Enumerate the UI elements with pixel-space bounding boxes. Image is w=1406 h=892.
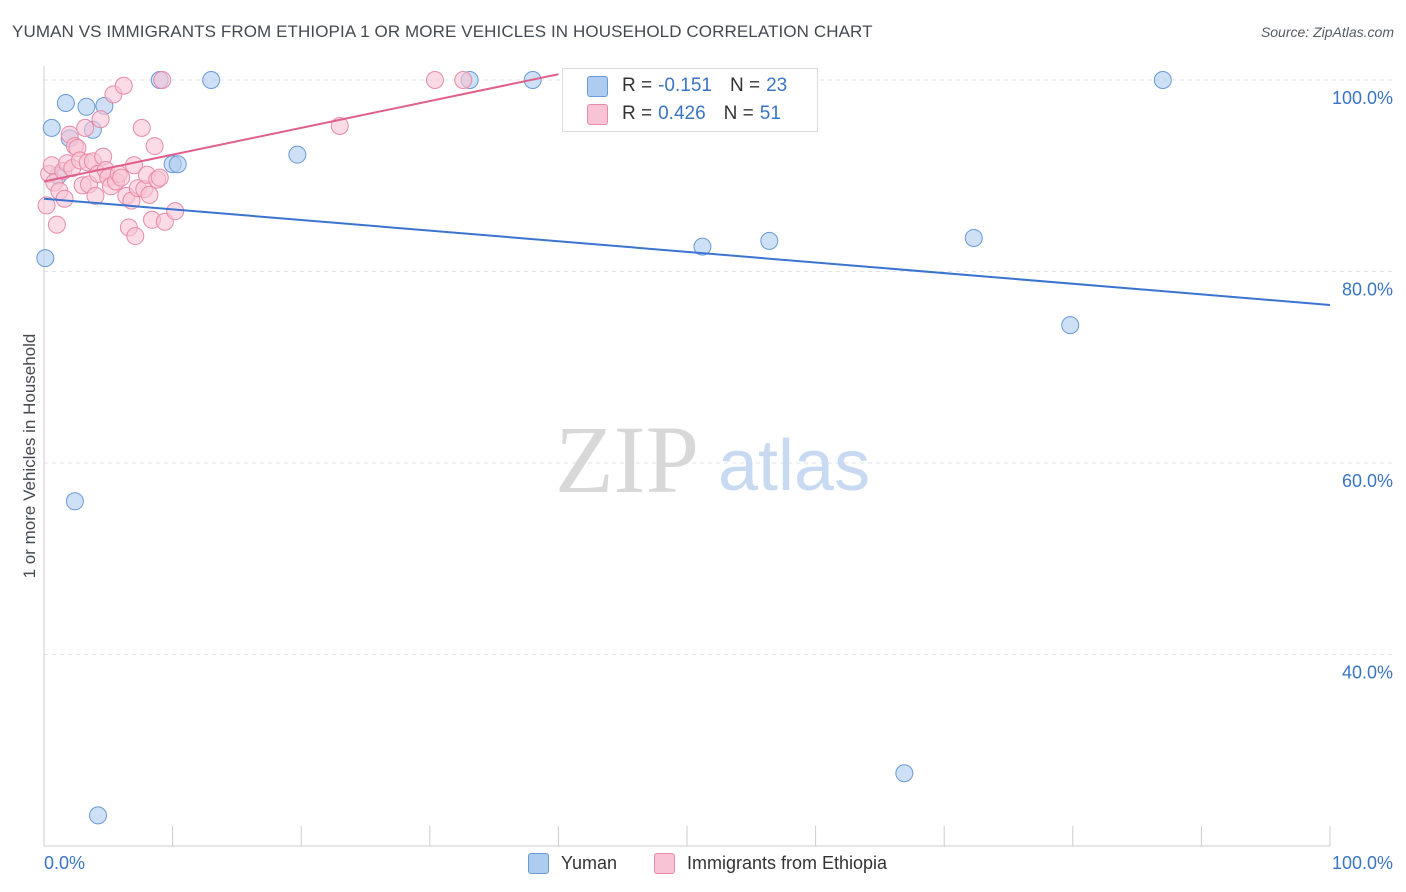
legend-row-ethiopia: R = 0.426 N = 51 <box>587 102 781 126</box>
legend-n-value: 23 <box>766 75 788 96</box>
point-ethiopia-45[interactable] <box>153 71 172 89</box>
data-points <box>36 71 1172 825</box>
legend-n-label: N = <box>729 75 761 96</box>
legend-r-value: 0.426 <box>658 103 706 124</box>
y-tick-label-1: 80.0% <box>1342 280 1393 300</box>
point-yuman-11[interactable] <box>168 155 187 174</box>
point-ethiopia-30[interactable] <box>114 76 133 95</box>
source-label: Source: ZipAtlas.com <box>1260 24 1394 40</box>
x-tick-label-start: 0.0% <box>44 853 85 873</box>
legend-n-value: 51 <box>759 103 781 124</box>
point-yuman-21[interactable] <box>895 764 914 783</box>
point-ethiopia-44[interactable] <box>150 168 169 187</box>
point-yuman-2[interactable] <box>56 93 75 112</box>
watermark-atlas: atlas <box>718 426 870 506</box>
trend-line-yuman <box>43 197 1331 307</box>
legend-row-yuman: R = -0.151 N = 23 <box>587 74 787 98</box>
watermark: ZIP atlas <box>555 406 870 513</box>
point-ethiopia-19[interactable] <box>86 186 105 205</box>
point-yuman-18[interactable] <box>1061 316 1080 335</box>
series-legend-yuman[interactable]: Yuman <box>528 853 617 874</box>
series-legend: Yuman Immigrants from Ethiopia <box>0 853 1406 877</box>
series-legend-ethiopia[interactable]: Immigrants from Ethiopia <box>654 853 887 874</box>
point-ethiopia-7[interactable] <box>55 189 74 208</box>
point-ethiopia-4[interactable] <box>47 215 66 234</box>
chart-title: YUMAN VS IMMIGRANTS FROM ETHIOPIA 1 OR M… <box>12 22 873 41</box>
point-yuman-3[interactable] <box>77 97 96 116</box>
y-tick-label-2: 60.0% <box>1342 471 1393 491</box>
point-ethiopia-0[interactable] <box>37 196 56 215</box>
trend-lines <box>43 73 1331 307</box>
legend-swatch-yuman <box>587 75 608 97</box>
point-yuman-16[interactable] <box>760 231 779 250</box>
point-yuman-17[interactable] <box>964 228 983 247</box>
point-ethiopia-49[interactable] <box>425 71 444 89</box>
point-yuman-1[interactable] <box>42 118 61 137</box>
legend-swatch-ethiopia <box>587 103 608 125</box>
axes <box>43 66 1331 847</box>
point-ethiopia-15[interactable] <box>76 118 95 137</box>
point-ethiopia-40[interactable] <box>140 185 159 204</box>
point-ethiopia-35[interactable] <box>126 227 145 246</box>
legend-r-label: R = <box>622 103 653 124</box>
legend-r-label: R = <box>622 75 653 96</box>
y-tick-label-3: 40.0% <box>1342 663 1393 683</box>
point-yuman-20[interactable] <box>65 492 84 511</box>
correlation-legend: R = -0.151 N = 23 R = 0.426 N = 51 <box>562 68 818 132</box>
point-ethiopia-21[interactable] <box>91 110 110 129</box>
legend-r-value: -0.151 <box>658 75 712 96</box>
watermark-zip: ZIP <box>555 406 699 513</box>
series-swatch-yuman <box>528 853 549 874</box>
series-label-ethiopia: Immigrants from Ethiopia <box>687 853 888 873</box>
trend-line-ethiopia <box>43 73 559 183</box>
point-ethiopia-47[interactable] <box>166 202 185 221</box>
point-ethiopia-37[interactable] <box>132 118 151 137</box>
series-swatch-ethiopia <box>654 853 675 874</box>
point-ethiopia-42[interactable] <box>145 137 164 156</box>
point-yuman-19[interactable] <box>1153 71 1172 89</box>
point-yuman-15[interactable] <box>693 237 712 256</box>
point-yuman-9[interactable] <box>202 71 221 89</box>
point-yuman-0[interactable] <box>36 249 55 268</box>
point-yuman-22[interactable] <box>89 806 108 825</box>
point-ethiopia-50[interactable] <box>454 71 473 89</box>
legend-n-label: N = <box>723 103 754 124</box>
x-tick-labels: 0.0% 100.0% <box>44 853 1393 873</box>
y-tick-labels: 100.0% 80.0% 60.0% 40.0% <box>1332 88 1393 683</box>
x-tick-label-end: 100.0% <box>1332 853 1393 873</box>
point-ethiopia-29[interactable] <box>112 168 131 187</box>
point-yuman-12[interactable] <box>288 145 307 164</box>
series-label-yuman: Yuman <box>561 853 618 873</box>
gridlines <box>44 79 1392 655</box>
y-tick-label-0: 100.0% <box>1332 88 1393 108</box>
